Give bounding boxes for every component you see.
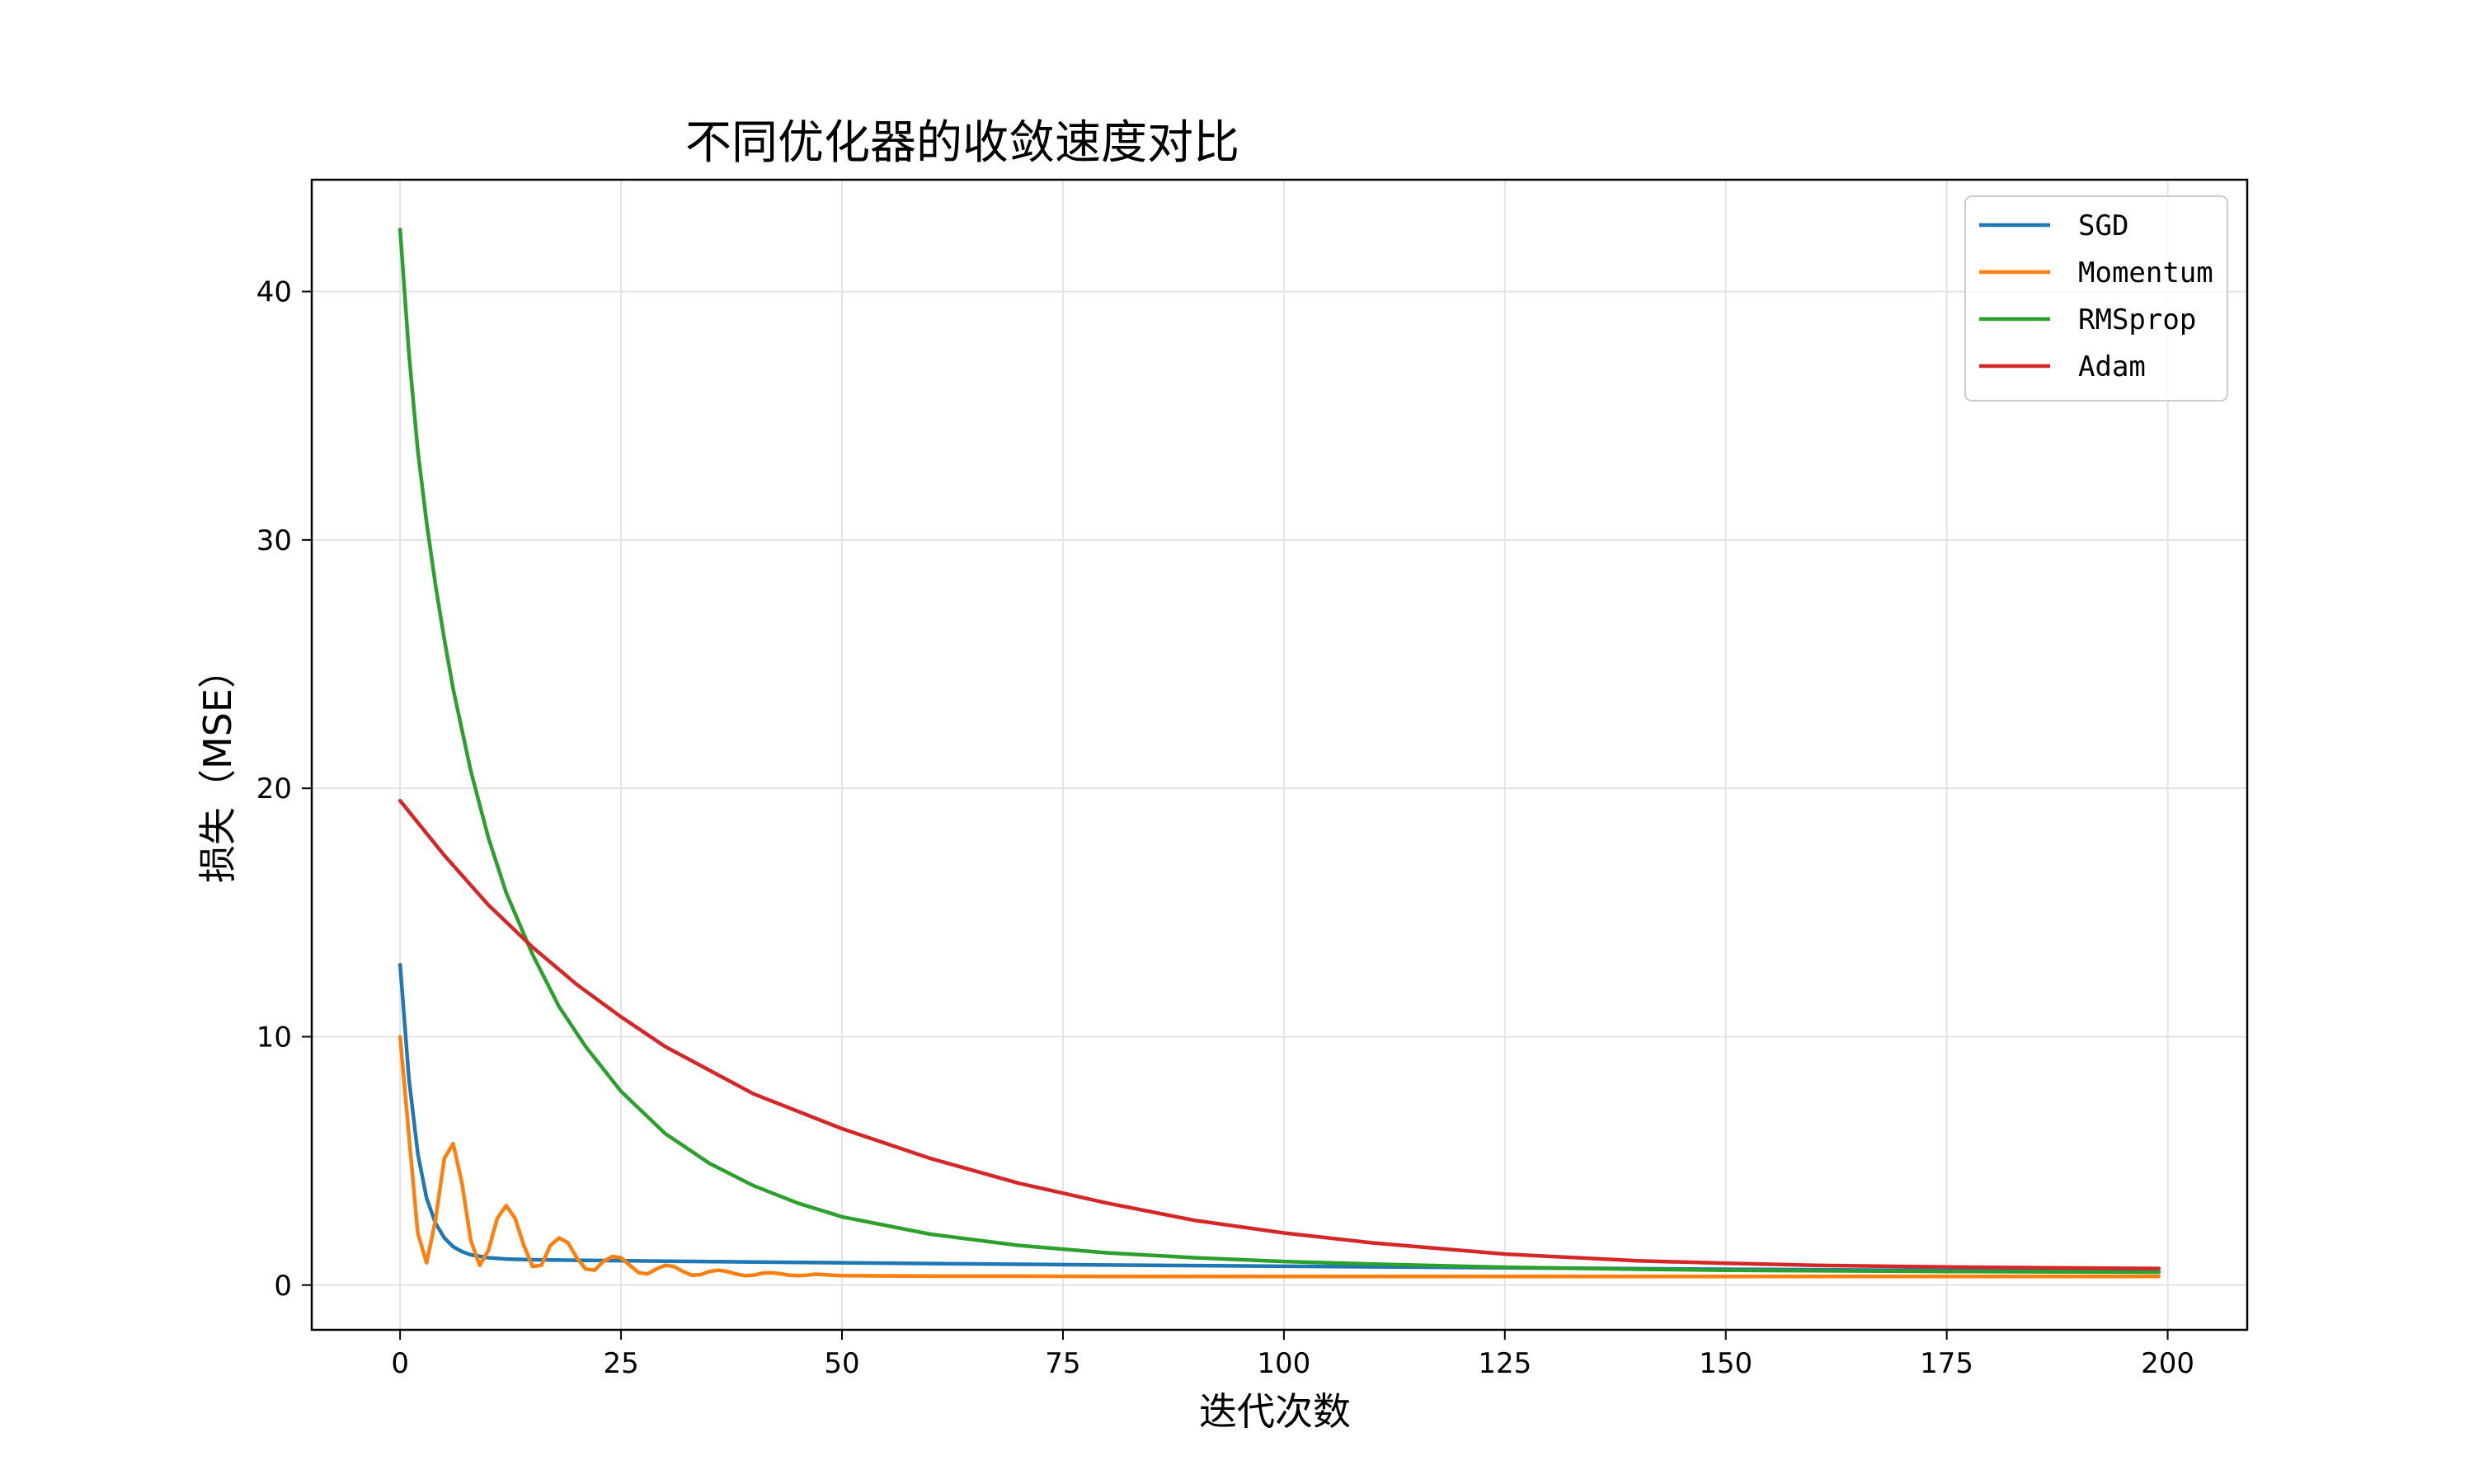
legend-label-momentum: Momentum bbox=[2078, 256, 2213, 289]
y-tick-label: 20 bbox=[256, 773, 292, 805]
y-tick-label: 30 bbox=[256, 524, 292, 557]
series-line-momentum bbox=[397, 1035, 2161, 1279]
legend: SGD Momentum RMSprop Adam bbox=[1964, 195, 2228, 402]
x-tick-label: 150 bbox=[1699, 1347, 1752, 1380]
x-tick-label: 0 bbox=[391, 1347, 409, 1380]
legend-box bbox=[1964, 195, 2228, 402]
series-line-sgd bbox=[397, 962, 2161, 1274]
x-tick-label: 125 bbox=[1478, 1347, 1531, 1380]
x-tick-label: 175 bbox=[1920, 1347, 1973, 1380]
axis-ticks: 0 25 50 75 100 125 150 175 200 0 10 20 30 40 bbox=[256, 276, 2194, 1380]
y-tick-label: 0 bbox=[274, 1270, 292, 1303]
series-line-rmsprop bbox=[397, 228, 2161, 1275]
y-tick-label: 10 bbox=[256, 1021, 292, 1054]
legend-label-rmsprop: RMSprop bbox=[2078, 303, 2196, 336]
series-line-adam bbox=[397, 798, 2161, 1270]
series-layer bbox=[397, 228, 2161, 1279]
x-axis-label: 迭代次数 bbox=[1199, 1389, 1351, 1434]
legend-label-adam: Adam bbox=[2078, 350, 2146, 383]
legend-label-sgd: SGD bbox=[2078, 209, 2128, 242]
x-tick-label: 100 bbox=[1257, 1347, 1310, 1380]
x-tick-label: 25 bbox=[603, 1347, 638, 1380]
x-tick-label: 50 bbox=[824, 1347, 859, 1380]
y-tick-label: 40 bbox=[256, 276, 292, 309]
chart-title: 不同优化器的收敛速度对比 bbox=[685, 116, 1239, 170]
x-tick-label: 200 bbox=[2141, 1347, 2194, 1380]
x-tick-label: 75 bbox=[1045, 1347, 1080, 1380]
plot-area-frame bbox=[310, 178, 2249, 1331]
y-axis-label: 损失（MSE） bbox=[195, 650, 240, 883]
